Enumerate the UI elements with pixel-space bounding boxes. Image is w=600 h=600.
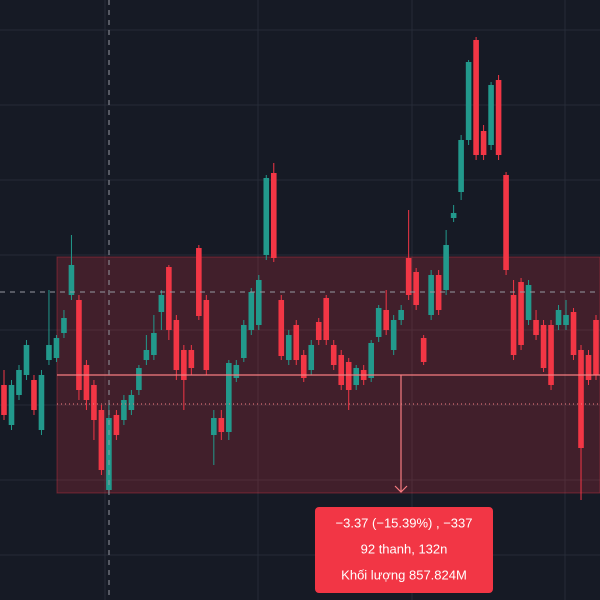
candle-body (46, 345, 52, 360)
candle-body (218, 418, 225, 432)
candle-body (270, 173, 277, 258)
candle-body (61, 318, 67, 333)
tooltip-change: −3.37 (−15.39%) , −337 (336, 515, 473, 530)
candle-body (555, 310, 562, 325)
candle-body (173, 320, 180, 370)
tooltip-bars: 92 thanh, 132n (361, 541, 448, 556)
candle-body (166, 267, 172, 330)
candle-body (578, 350, 584, 448)
candle-body (323, 298, 330, 340)
candle-body (76, 300, 82, 390)
candle-body (16, 370, 22, 395)
candle-body (495, 80, 502, 155)
candle-body (450, 213, 457, 218)
candle-body (181, 350, 187, 380)
candle-body (285, 335, 292, 360)
candle-body (368, 343, 374, 378)
candle-body (121, 400, 127, 420)
candle-body (375, 308, 382, 337)
candle-body (413, 272, 419, 305)
candle-body (503, 175, 509, 270)
candle-body (158, 295, 165, 312)
candle-body (31, 380, 37, 410)
candle-body (585, 355, 592, 380)
candle-body (188, 350, 195, 368)
candle-body (525, 285, 532, 320)
candle-body (570, 312, 577, 355)
candle-body (540, 325, 547, 368)
candle-body (405, 258, 412, 295)
candle-body (278, 300, 285, 356)
candle-body (53, 338, 60, 358)
candle-body (563, 315, 569, 325)
candle-body (38, 375, 45, 430)
candle-body (480, 131, 487, 155)
candle-body (458, 140, 464, 192)
candle-body (98, 410, 105, 470)
candle-body (390, 320, 397, 350)
candle-body (293, 325, 300, 360)
candle-body (211, 418, 217, 435)
candle-body (383, 310, 389, 330)
candle-body (113, 415, 120, 435)
candle-body (300, 355, 307, 378)
candle-body (510, 295, 517, 355)
candle-body (488, 85, 494, 145)
candle-body (68, 265, 75, 295)
candle-body (473, 40, 479, 155)
candle-body (91, 385, 97, 420)
candle-body (196, 248, 202, 316)
candle-body (420, 338, 427, 362)
candle-body (255, 280, 262, 325)
candle-body (248, 292, 255, 330)
tooltip-box (315, 507, 493, 593)
candle-body (308, 345, 315, 370)
candle-body (263, 178, 270, 255)
candle-body (315, 322, 322, 340)
candle-body (435, 275, 442, 310)
candle-body (345, 362, 352, 390)
candle-body (143, 350, 150, 360)
candle-body (226, 363, 232, 432)
candle-body (398, 310, 404, 320)
tooltip-volume: Khối lượng 857.824M (341, 567, 467, 582)
candle-body (518, 282, 524, 345)
candle-body (443, 245, 449, 290)
candle-body (8, 385, 15, 425)
candle-body (151, 333, 157, 355)
candle-body (136, 368, 142, 390)
candle-body (23, 345, 30, 375)
candle-body (203, 300, 210, 370)
candle-body (465, 62, 472, 140)
candle-body (353, 368, 360, 385)
candle-body (330, 345, 337, 365)
candle-body (533, 320, 539, 335)
candle-body (240, 325, 247, 358)
candle-body (338, 355, 345, 385)
candle-body (428, 275, 434, 315)
candle-body (548, 325, 554, 385)
candle-body (128, 395, 135, 410)
candle-body (233, 365, 240, 378)
tooltip: −3.37 (−15.39%) , −337 92 thanh, 132n Kh… (315, 507, 493, 593)
measure-arrow-head (394, 485, 408, 493)
candle-body (1, 385, 7, 415)
candle-body (83, 365, 90, 400)
candle-body (593, 320, 599, 375)
